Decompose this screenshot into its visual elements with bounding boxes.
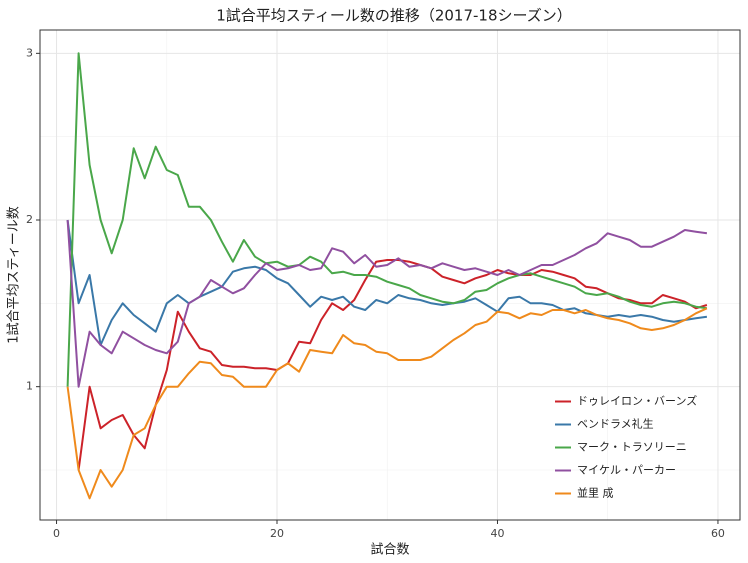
x-tick-label: 60 — [711, 527, 725, 540]
y-axis-label: 1試合平均スティール数 — [6, 206, 22, 344]
series-line — [66, 219, 708, 388]
x-tick-label: 0 — [53, 527, 60, 540]
x-axis-label: 試合数 — [370, 542, 409, 558]
x-tick-label: 40 — [490, 527, 504, 540]
y-tick-label: 3 — [26, 46, 33, 59]
series-line — [66, 307, 708, 500]
series-line — [77, 259, 708, 471]
y-tick-label: 1 — [26, 380, 33, 393]
plot-border — [39, 29, 741, 521]
legend-label: マイケル・パーカー — [577, 464, 676, 477]
legend-label: マーク・トラソリーニ — [577, 441, 687, 454]
chart-title: 1試合平均スティール数の推移（2017-18シーズン） — [216, 7, 572, 25]
series-line — [66, 52, 708, 387]
x-tick-label: 20 — [270, 527, 284, 540]
y-tick-label: 2 — [26, 213, 33, 226]
legend-label: ベンドラメ礼生 — [577, 417, 654, 431]
legend-label: ドゥレイロン・バーンズ — [577, 394, 697, 408]
legend-label: 並里 成 — [577, 486, 614, 500]
